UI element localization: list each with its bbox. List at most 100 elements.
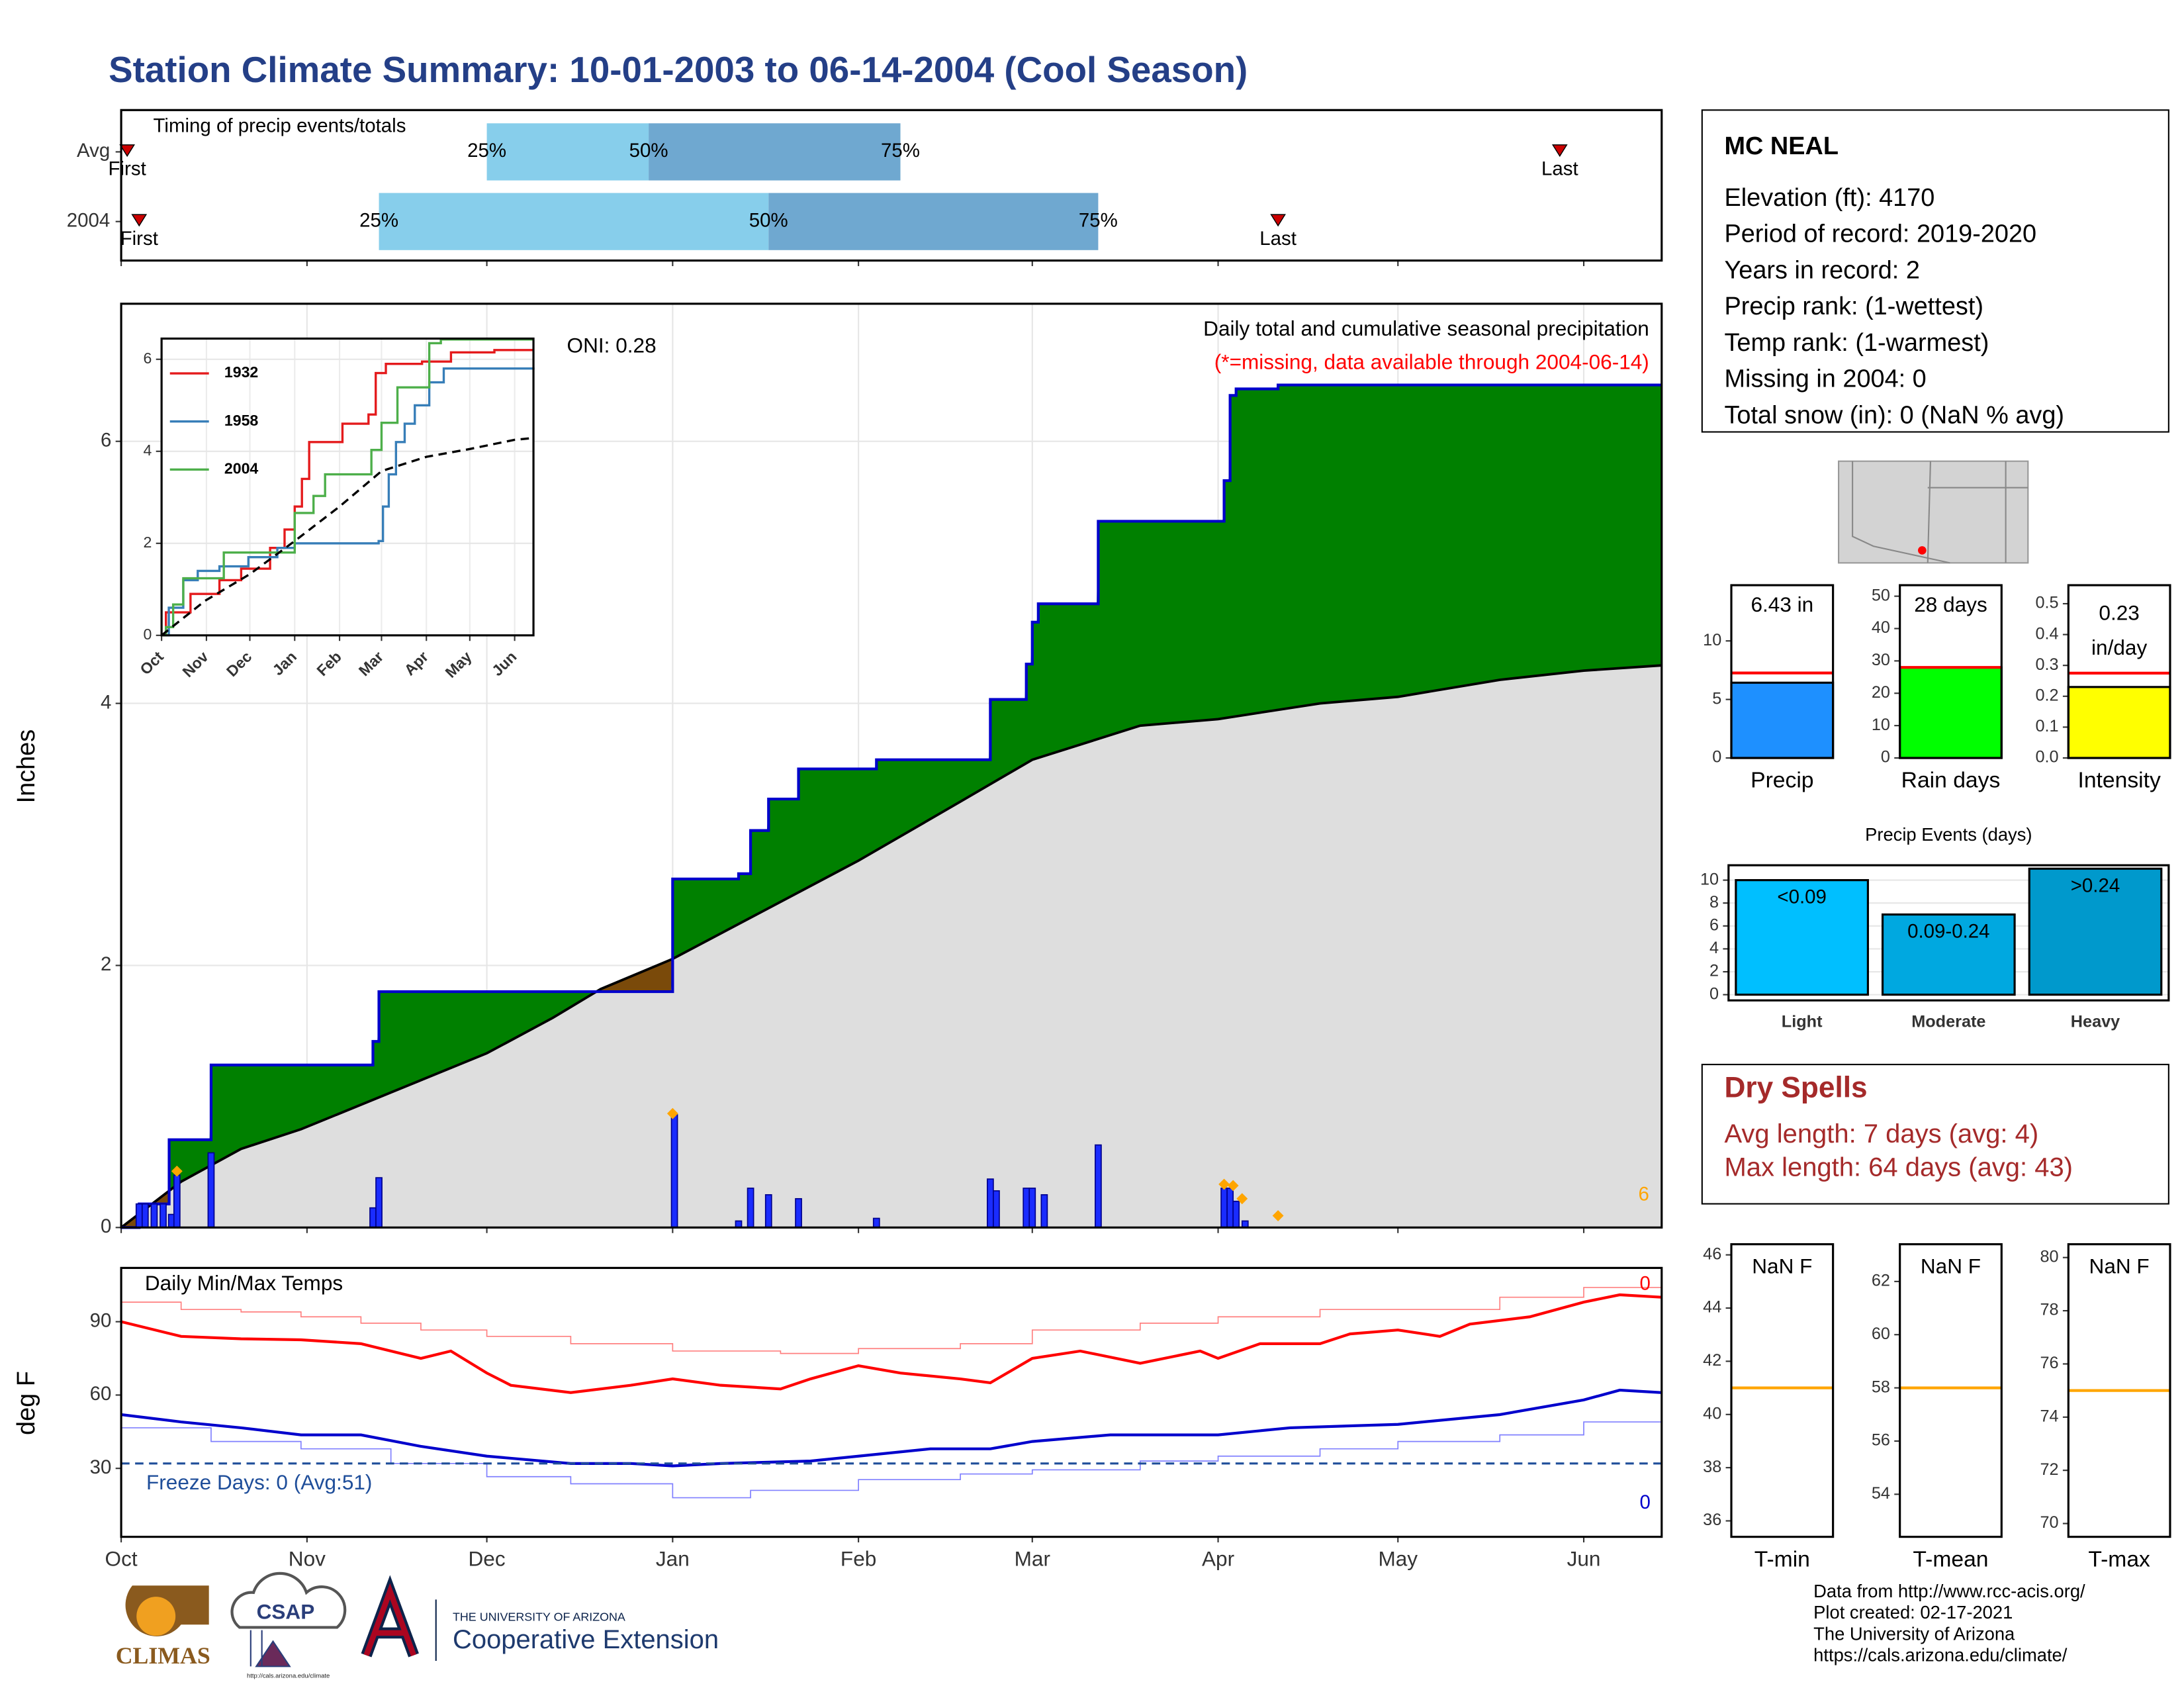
chart-title: Precip Events (days) (1865, 824, 2032, 845)
station-info: Years in record: 2 (1724, 256, 1919, 284)
daily-bar (1226, 1188, 1234, 1229)
corner-label: 6 (1638, 1184, 1649, 1205)
max-count: 0 (1640, 1272, 1651, 1294)
credit-line: Plot created: 02-17-2021 (1813, 1602, 2013, 1622)
y-tick-label: 0 (1881, 748, 1890, 767)
average-base-fill (121, 665, 1662, 1228)
daily-bar (135, 1203, 143, 1229)
y-axis-label: deg F (13, 1371, 40, 1435)
legend-label: 1958 (224, 412, 259, 429)
daily-bar (670, 1114, 678, 1229)
category-label: T-mean (1913, 1547, 1988, 1571)
y-tick-label: 90 (90, 1309, 112, 1331)
bar (1735, 879, 1869, 996)
y-tick-label: 0.1 (2035, 717, 2058, 735)
station-dot (1918, 546, 1927, 555)
bar-label: 0.09-0.24 (1907, 921, 1989, 943)
daily-bar (764, 1194, 772, 1229)
y-tick-label: 0.2 (2035, 686, 2058, 704)
y-tick-label: 78 (2040, 1301, 2058, 1319)
y-tick-label: 76 (2040, 1354, 2058, 1372)
credit-line: Data from http://www.rcc-acis.org/ (1813, 1581, 2085, 1601)
dry-spells-info: Avg length: 7 days (avg: 4) (1724, 1119, 2038, 1149)
panel-frame (2067, 1243, 2171, 1538)
credit-line: The University of Arizona (1813, 1623, 2015, 1644)
climas-logo: CLIMAS (116, 1642, 210, 1669)
daily-bar (795, 1197, 802, 1229)
y-tick-label: 58 (1872, 1378, 1890, 1396)
y-tick-label: 40 (1872, 618, 1890, 637)
category-label: Rain days (1901, 769, 2001, 793)
daily-bar (1040, 1194, 1048, 1229)
daily-bar (173, 1174, 181, 1229)
series-line (161, 349, 534, 637)
daily-bar (207, 1152, 215, 1229)
daily-bar (150, 1203, 158, 1229)
daily-bar (1028, 1188, 1036, 1229)
y-tick-label: 6 (1709, 915, 1719, 934)
bar (1881, 913, 2016, 996)
station-info: Temp rank: (1-warmest) (1724, 329, 1989, 357)
dry-spells-title: Dry Spells (1724, 1072, 1867, 1104)
timing-marker (131, 214, 148, 227)
percent-label: 25% (467, 140, 506, 162)
dry-spells-info: Max length: 64 days (avg: 43) (1724, 1153, 2073, 1182)
y-tick-label: 2 (1709, 962, 1719, 980)
station-box (1701, 109, 2169, 433)
daily-bar (159, 1203, 167, 1229)
timing-bar-lower (379, 193, 769, 250)
timing-marker (1270, 214, 1286, 227)
x-tick-label: Jan (656, 1547, 690, 1571)
y-tick-label: 10 (1872, 716, 1890, 734)
y-tick-label: 54 (1872, 1484, 1890, 1503)
daily-bar (1232, 1200, 1240, 1229)
cumulative-line (121, 383, 1662, 1229)
y-tick-label: 6 (144, 350, 152, 367)
percent-label: 25% (359, 209, 398, 231)
temp-line (121, 1281, 1662, 1354)
x-tick-label: Heavy (2071, 1013, 2120, 1031)
legend-label: 1932 (224, 363, 258, 381)
y-tick-label: 36 (1703, 1511, 1721, 1529)
y-tick-label: 72 (2040, 1460, 2058, 1479)
gauge-bar (1899, 666, 2003, 759)
y-tick-label: 4 (1709, 939, 1719, 957)
x-tick-label: Moderate (1911, 1013, 1985, 1031)
category-label: Intensity (2077, 769, 2161, 793)
climas-sun (136, 1597, 176, 1636)
inset-background (161, 338, 534, 635)
percent-label: 75% (881, 140, 920, 162)
map-borders (1852, 461, 2028, 564)
csap-logo: CSAP (257, 1600, 315, 1624)
y-tick-label: 40 (1703, 1404, 1721, 1423)
timing-bar-upper (768, 193, 1099, 250)
daily-bar (872, 1217, 880, 1229)
y-tick-label: 0.5 (2035, 594, 2058, 612)
y-tick-label: 2 (144, 534, 152, 551)
panel-frame (160, 337, 535, 637)
x-tick-label: Light (1782, 1013, 1823, 1031)
y-tick-label: 10 (1703, 631, 1721, 649)
y-tick-label: 46 (1703, 1244, 1721, 1263)
daily-bar (369, 1207, 377, 1229)
oni-label: ONI: 0.28 (567, 333, 657, 357)
y-tick-label: 2 (101, 953, 111, 975)
category-label: Precip (1751, 769, 1813, 793)
chart-subtitle: (*=missing, data available through 2004-… (1214, 350, 1649, 374)
temp-line (120, 1293, 1662, 1394)
row-label: 2004 (67, 209, 111, 231)
temp-line (120, 1388, 1662, 1468)
y-tick-label: 0.0 (2035, 748, 2058, 767)
station-info: Period of record: 2019-2020 (1724, 220, 2036, 248)
extension-name: Cooperative Extension (453, 1625, 719, 1654)
y-tick-label: 38 (1703, 1458, 1721, 1476)
daily-bar (1095, 1144, 1102, 1229)
daily-bar (375, 1177, 383, 1229)
y-tick-label: 42 (1703, 1351, 1721, 1370)
daily-bar (141, 1203, 149, 1229)
marker-label: Last (1541, 158, 1578, 180)
y-tick-label: 56 (1872, 1431, 1890, 1450)
marker-label: Last (1259, 228, 1297, 250)
y-tick-label: 8 (1709, 893, 1719, 912)
